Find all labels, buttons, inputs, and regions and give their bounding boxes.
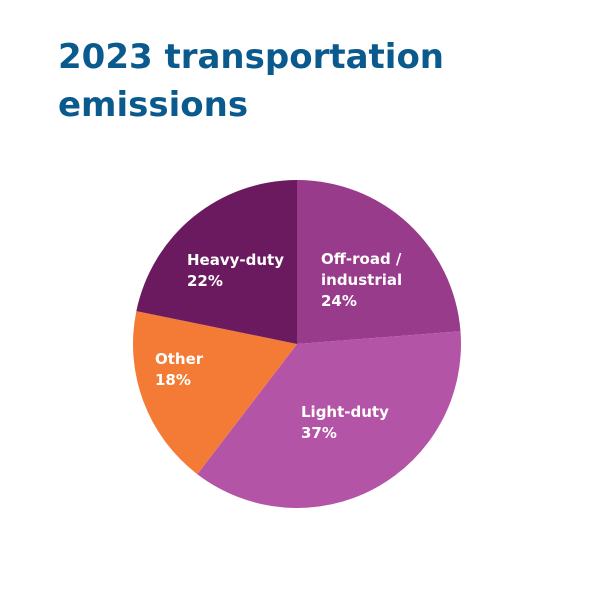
pie-labels: Off-road / industrial 24% Light-duty 37% Othe… bbox=[155, 250, 402, 442]
slice-label-3: Heavy-duty 22% bbox=[187, 251, 284, 290]
pie-slice-2 bbox=[132, 311, 297, 475]
chart-title: 2023 transportation emissions bbox=[58, 37, 445, 125]
slice-label-2: Other 18% bbox=[155, 350, 204, 389]
slice-label-1: Light-duty 37% bbox=[301, 403, 389, 442]
pie-slice-3 bbox=[136, 180, 297, 344]
pie-slice-0 bbox=[297, 180, 461, 344]
slice-value-label: 24% bbox=[321, 292, 357, 310]
slice-name-label: Light-duty bbox=[301, 403, 389, 421]
slice-name-label: Off-road / bbox=[321, 250, 402, 268]
slice-name-label: industrial bbox=[321, 271, 402, 289]
slice-value-label: 22% bbox=[187, 272, 223, 290]
slice-name-label: Heavy-duty bbox=[187, 251, 284, 269]
slice-name-label: Other bbox=[155, 350, 204, 368]
slice-label-0: Off-road / industrial 24% bbox=[321, 250, 402, 310]
pie-slices bbox=[132, 180, 461, 508]
slice-value-label: 18% bbox=[155, 371, 191, 389]
slice-value-label: 37% bbox=[301, 424, 337, 442]
pie-slice-1 bbox=[197, 331, 461, 508]
